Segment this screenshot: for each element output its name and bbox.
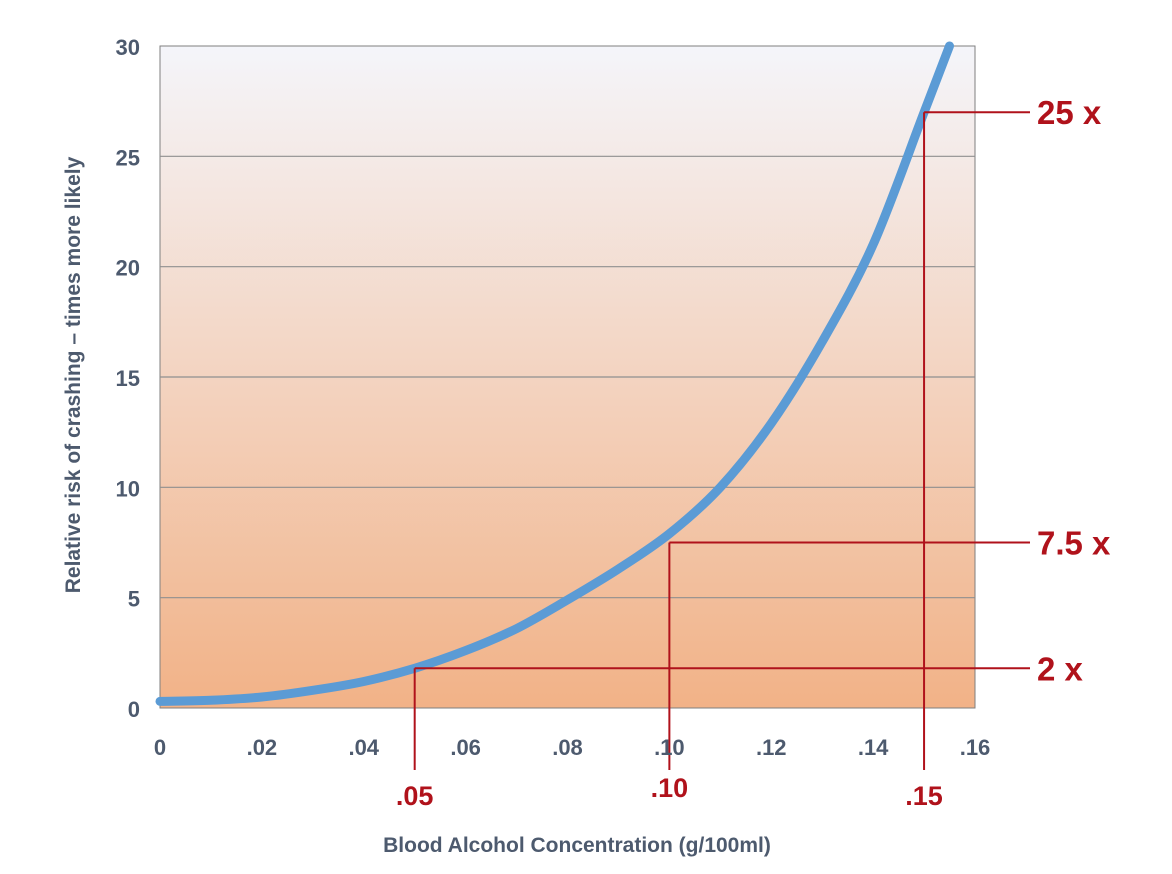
x-tick-label: .16 <box>960 735 991 760</box>
x-tick-label: .08 <box>552 735 583 760</box>
y-tick-label: 0 <box>128 697 140 722</box>
x-tick-label: .14 <box>858 735 889 760</box>
y-tick-label: 10 <box>116 476 140 501</box>
annotation-y-label: 2 x <box>1037 650 1084 687</box>
annotation-x-label: .10 <box>651 773 689 803</box>
y-tick-label: 15 <box>116 366 140 391</box>
x-tick-label: .04 <box>348 735 379 760</box>
y-tick-label: 20 <box>116 256 140 281</box>
y-axis-title: Relative risk of crashing – times more l… <box>62 156 85 593</box>
x-tick-label: 0 <box>154 735 166 760</box>
annotation-x-label: .15 <box>905 781 943 811</box>
y-tick-label: 25 <box>116 145 140 170</box>
x-axis-title: Blood Alcohol Concentration (g/100ml) <box>383 834 771 857</box>
annotation-x-label: .05 <box>396 781 434 811</box>
x-tick-label: .12 <box>756 735 787 760</box>
y-tick-label: 5 <box>128 587 140 612</box>
annotation-y-label: 25 x <box>1037 94 1102 131</box>
y-tick-label: 30 <box>116 35 140 60</box>
x-tick-label: .02 <box>247 735 278 760</box>
x-tick-label: .10 <box>654 735 685 760</box>
x-tick-label: .06 <box>450 735 481 760</box>
risk-curve <box>155 41 954 706</box>
annotation-y-label: 7.5 x <box>1037 525 1111 562</box>
